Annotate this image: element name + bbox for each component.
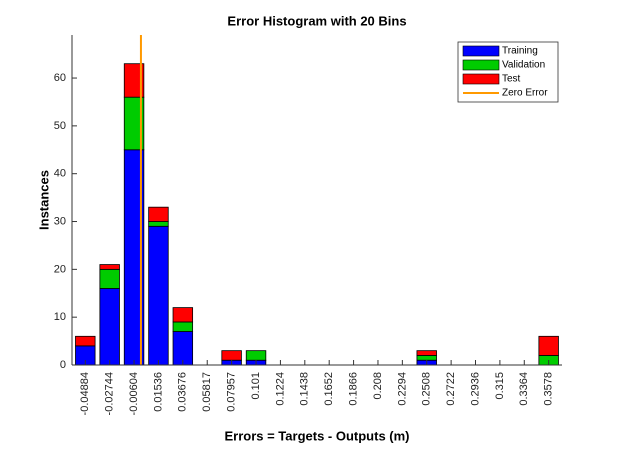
legend-label: Training: [502, 46, 538, 57]
bar-segment: [245, 350, 267, 361]
x-tick-label: 0.2936: [469, 372, 481, 406]
x-tick-label: 0.1224: [274, 372, 286, 406]
bar-segment: [221, 350, 242, 361]
x-axis-label: Errors = Targets - Outputs (m): [224, 428, 409, 443]
legend-swatch: [462, 73, 500, 85]
x-tick-label: 0.3578: [543, 372, 555, 406]
x-tick-label: 0.05817: [201, 372, 213, 412]
bar-segment: [99, 288, 120, 366]
legend-swatch: [462, 59, 500, 71]
bar-segment: [123, 63, 145, 98]
x-tick-label: 0.3364: [518, 372, 530, 406]
y-axis-label: Instances: [36, 170, 51, 230]
x-tick-label: 0.03676: [177, 372, 189, 412]
legend-label: Zero Error: [502, 88, 548, 99]
bar-segment: [148, 221, 169, 227]
x-tick-label: 0.1652: [323, 372, 335, 406]
y-tick-label: 0: [60, 359, 66, 371]
y-tick-label: 40: [54, 168, 66, 180]
x-tick-label: 0.2294: [396, 372, 408, 406]
y-tick-label: 20: [54, 263, 66, 275]
x-tick-label: -0.02744: [104, 372, 116, 415]
y-tick-label: 50: [54, 120, 66, 132]
x-tick-label: 0.208: [372, 372, 384, 400]
x-tick-label: 0.1866: [347, 372, 359, 406]
bar-segment: [172, 321, 194, 332]
bar-segment: [172, 331, 194, 366]
y-tick-label: 60: [54, 72, 66, 84]
x-tick-label: -0.00604: [128, 372, 140, 415]
bar-segment: [172, 307, 194, 323]
bar-segment: [538, 335, 559, 356]
chart-title: Error Histogram with 20 Bins: [227, 13, 406, 28]
x-tick-label: -0.04884: [79, 372, 91, 415]
x-tick-label: 0.315: [494, 372, 506, 400]
legend-label: Validation: [502, 60, 545, 71]
legend-label: Test: [502, 74, 521, 85]
x-tick-label: 0.2722: [445, 372, 457, 406]
x-tick-label: 0.101: [250, 372, 262, 400]
bar-segment: [99, 268, 120, 289]
bar-segment: [99, 264, 120, 270]
bar-segment: [148, 206, 169, 222]
bar-segment: [416, 355, 437, 361]
x-tick-label: 0.01536: [152, 372, 164, 412]
x-tick-label: 0.1438: [299, 372, 311, 406]
bar-segment: [148, 225, 169, 366]
bar-segment: [416, 350, 437, 356]
x-tick-label: 0.07957: [226, 372, 238, 412]
y-tick-label: 30: [54, 215, 66, 227]
legend-swatch: [462, 45, 500, 57]
y-tick-label: 10: [54, 311, 66, 323]
x-tick-label: 0.2508: [421, 372, 433, 406]
bar-segment: [75, 335, 96, 347]
